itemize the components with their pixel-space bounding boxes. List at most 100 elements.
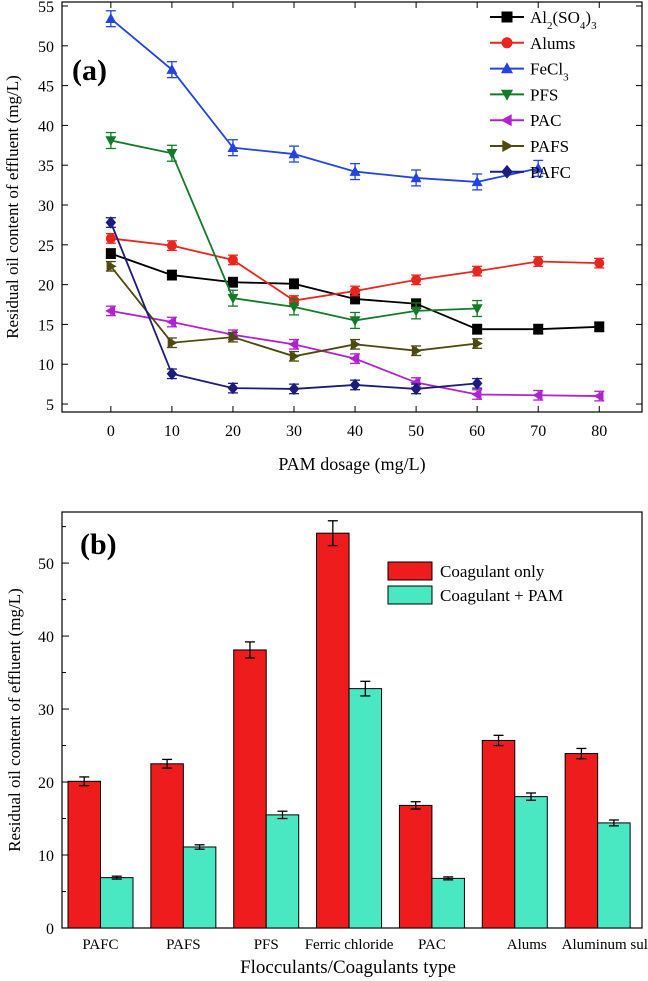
series-line-PFS: [110, 139, 478, 322]
x-tick-label: 0: [107, 423, 115, 440]
data-point-PFS: [471, 304, 483, 315]
bar-Coagulant only-PFS: [233, 649, 267, 929]
legend-label: PAFS: [530, 137, 569, 156]
bar-Coagulant only-Aluminum sulfate: [564, 753, 599, 929]
data-point-Alums: [594, 258, 605, 269]
legend-marker: [500, 114, 512, 127]
data-point-FeCl3: [105, 12, 117, 23]
bar-Coagulant + PAM-Aluminum sulfate: [597, 822, 631, 929]
bar-Coagulant only-Alums: [481, 739, 516, 929]
panel-b-x-axis: PAFC PAFS PFS Ferric chloride PAC Alums Alumin…: [82, 937, 648, 953]
legend-text: (SO: [553, 8, 580, 27]
y-tick-label: 30: [38, 198, 54, 215]
y-tick-label: 5: [46, 397, 54, 414]
legend-subscript: 4: [580, 20, 586, 32]
data-point-Alums: [350, 285, 361, 296]
panel-a-y-axis-title: Residual oil content of effluent (mg/L): [3, 75, 22, 339]
data-point-Alums: [533, 256, 544, 267]
data-point-PFS: [105, 136, 117, 147]
y-tick-label: 35: [38, 158, 54, 175]
data-point-FeCl3: [349, 165, 361, 176]
x-tick-label: 30: [286, 423, 302, 440]
x-tick-label: 20: [225, 423, 241, 440]
y-tick-label: 10: [38, 848, 54, 865]
legend-marker: [500, 89, 514, 101]
panel-b-bars: [67, 520, 631, 929]
panel-b-y-axis-title: Residual oil content of effluent (mg/L): [5, 588, 24, 852]
data-point-PAFC: [227, 381, 239, 395]
legend-marker: [501, 164, 513, 179]
bar-Coagulant only-PAFS: [150, 763, 184, 929]
panel-a-series: [105, 10, 605, 402]
x-tick-label: 40: [347, 423, 363, 440]
data-point-PAFC: [105, 216, 117, 229]
data-point-PAFS: [289, 350, 300, 362]
legend-swatch: [387, 561, 433, 581]
legend-marker: [501, 37, 513, 49]
x-category-label: PAFC: [82, 937, 118, 953]
y-tick-label: 25: [38, 238, 54, 255]
x-tick-label: 10: [164, 423, 180, 440]
data-point-Al2(SO4)3: [289, 278, 299, 289]
data-point-PAFS: [350, 338, 361, 350]
data-point-PAFC: [410, 382, 422, 396]
data-point-Al2(SO4)3: [350, 293, 361, 304]
legend-label: FeCl3: [530, 60, 569, 84]
y-tick-label: 15: [38, 317, 54, 334]
legend-subscript: 3: [591, 20, 597, 32]
data-point-Al2(SO4)3: [105, 248, 116, 259]
x-category-label: PAFS: [166, 937, 200, 953]
panel-b-label: (b): [80, 528, 117, 561]
legend-text: FeCl: [530, 60, 563, 79]
bar-Coagulant only-Ferric chloride: [316, 532, 350, 929]
panel-a-plot-frame: [61, 1, 643, 413]
legend-swatch: [387, 585, 433, 605]
y-tick-label: 20: [38, 278, 54, 295]
y-tick-label: 45: [38, 79, 54, 96]
data-point-PAC: [288, 338, 299, 350]
data-point-PAC: [349, 353, 360, 365]
bar-Coagulant only-PAFC: [67, 780, 101, 929]
legend-marker: [502, 139, 514, 153]
data-point-Alums: [472, 266, 483, 277]
legend-label: PFS: [530, 85, 558, 104]
data-point-FeCl3: [471, 176, 483, 187]
y-tick-label: 40: [38, 629, 54, 646]
data-point-PAFC: [471, 377, 483, 390]
data-point-PAFC: [349, 378, 361, 392]
data-point-Al2(SO4)3: [227, 277, 238, 288]
legend-subscript: 2: [547, 20, 553, 32]
y-tick-label: 50: [38, 39, 54, 56]
x-category-label: Aluminum sulfate: [562, 937, 648, 953]
data-point-PAC: [593, 390, 604, 402]
legend-label: Coagulant only: [440, 562, 545, 581]
data-point-PFS: [166, 149, 178, 160]
x-tick-label: 60: [469, 423, 485, 440]
panel-b-y-axis: 0 10 20 30 40 50: [38, 526, 69, 938]
data-point-Al2(SO4)3: [594, 321, 605, 332]
data-point-PFS: [227, 293, 239, 304]
data-point-PAC: [471, 388, 482, 400]
legend-label: Alums: [530, 34, 575, 53]
panel-a-y-axis: 5 10 15 20 25 30 35 40 45 50 55: [38, 0, 642, 414]
legend-subscript: 3: [563, 72, 569, 84]
x-tick-label: 70: [530, 423, 546, 440]
data-point-PFS: [349, 316, 361, 327]
y-tick-label: 30: [38, 702, 54, 719]
bar-Coagulant + PAM-PAFC: [100, 877, 134, 929]
data-point-Alums: [105, 233, 116, 244]
x-category-label: PFS: [254, 937, 279, 953]
legend-label: Coagulant + PAM: [440, 586, 563, 605]
bar-Coagulant + PAM-Alums: [514, 796, 548, 929]
y-tick-label: 40: [38, 118, 54, 135]
data-point-PAC: [532, 389, 543, 401]
data-point-PFS: [410, 306, 422, 317]
data-point-FeCl3: [166, 63, 178, 74]
data-point-Al2(SO4)3: [166, 270, 177, 281]
data-point-PAC: [166, 316, 177, 328]
series-line-FeCl3: [110, 18, 539, 183]
